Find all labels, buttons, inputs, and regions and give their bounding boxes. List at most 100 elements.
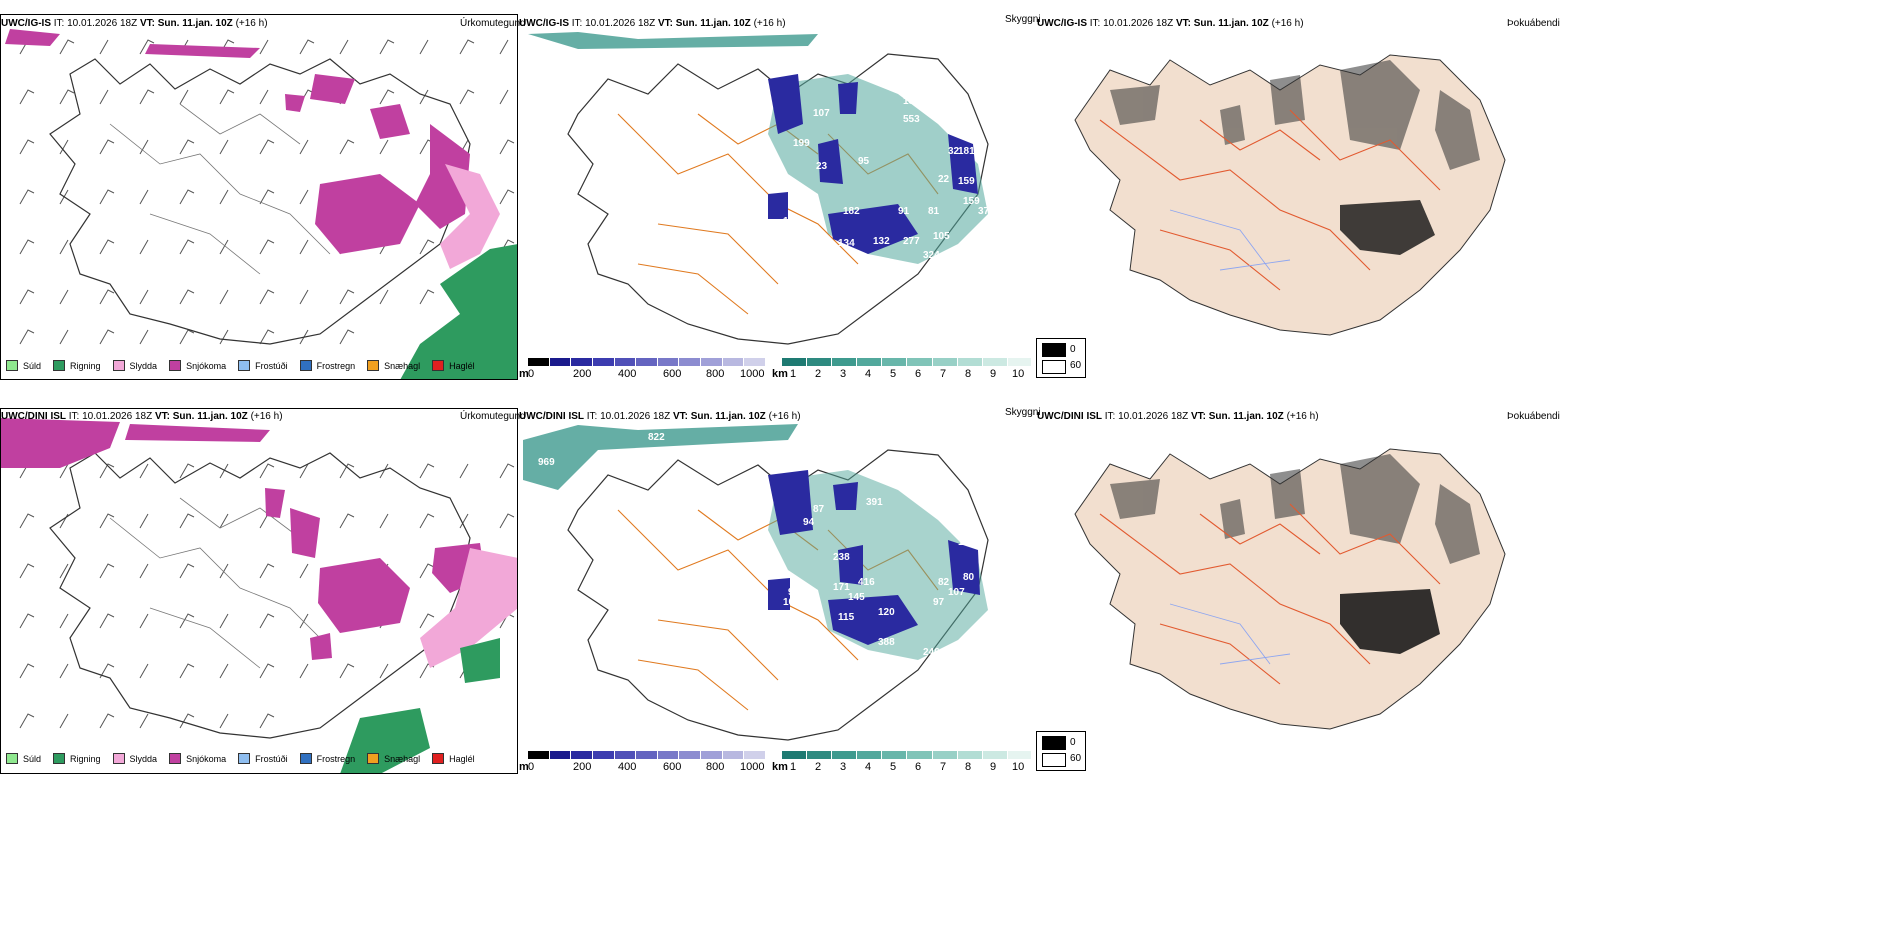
ceiling-value-label: 324 <box>923 250 940 261</box>
header-row1-visibility: UWC/IG-IS IT: 10.01.2026 18Z VT: Sun. 11… <box>519 18 786 29</box>
legend-item: Snjókoma <box>169 753 226 764</box>
ceiling-value-label: 134 <box>838 238 855 249</box>
fog-key-swatch <box>1042 343 1066 357</box>
scale-cell <box>807 358 833 366</box>
legend-item: Snjókoma <box>169 360 226 371</box>
scale-cell <box>571 751 593 759</box>
scale-cell <box>932 751 958 759</box>
legend-swatch <box>432 753 445 764</box>
scale-cell <box>549 358 572 366</box>
fog-key-label: 0 <box>1070 344 1076 355</box>
ceiling-value-label: 145 <box>848 592 865 603</box>
scale-cell <box>614 358 637 366</box>
tick-label: 800 <box>706 368 725 380</box>
tick-label: 600 <box>663 368 682 380</box>
fog-key-label: 60 <box>1070 360 1082 371</box>
legend-swatch <box>112 753 125 764</box>
scale-cell <box>907 751 933 759</box>
scale-cell <box>528 751 550 759</box>
scale-cell <box>744 358 767 366</box>
fog-key-swatch <box>1042 753 1066 767</box>
ceiling-value-label: 94 <box>803 517 815 528</box>
visibility-unit-row2: km <box>772 761 788 773</box>
legend-item: Rigning <box>53 753 101 764</box>
fog-key-swatch <box>1042 736 1066 750</box>
legend-item: Rigning <box>53 360 101 371</box>
ceiling-value-label: 128 <box>958 537 975 548</box>
ceiling-value-label: 120 <box>878 607 895 618</box>
ceiling-value-label: 104 <box>783 597 800 608</box>
precip-panel-row2 <box>0 408 518 774</box>
ceiling-value-label: 246 <box>923 647 940 658</box>
precip-frame-row2 <box>0 408 518 774</box>
scale-cell <box>882 751 908 759</box>
ceiling-value-label: 107 <box>813 108 830 119</box>
scale-cell <box>636 358 658 366</box>
scale-cell <box>679 751 702 759</box>
tick-label: 4 <box>865 368 872 380</box>
ceiling-value-label: 81 <box>928 206 940 217</box>
scale-cell <box>679 358 702 366</box>
tick-label: 1000 <box>740 761 765 773</box>
legend-swatch <box>53 753 66 764</box>
scale-cell <box>807 751 833 759</box>
scale-cell <box>857 751 883 759</box>
legend-item: Frostúði <box>238 753 288 764</box>
tick-label: 10 <box>1012 368 1025 380</box>
tick-label: 600 <box>663 761 682 773</box>
cloud-base-unit-row1: m <box>519 368 529 380</box>
scale-cell <box>882 358 908 366</box>
tick-label: 200 <box>573 368 592 380</box>
scale-cell <box>592 751 615 759</box>
legend-swatch <box>169 360 182 371</box>
scale-cell <box>857 358 883 366</box>
iceland-map-fog-row2 <box>1074 448 1506 730</box>
legend-swatch <box>299 360 312 371</box>
legend-item: Súld <box>6 753 41 764</box>
tick-label: 5 <box>890 761 897 773</box>
ceiling-value-label: 997 <box>538 20 555 31</box>
scale-cell <box>614 751 637 759</box>
legend-item: Haglél <box>432 360 475 371</box>
scale-cell <box>932 358 958 366</box>
scale-cell <box>657 358 680 366</box>
cloud-base-colorbar-row1 <box>528 358 767 366</box>
fog-panel-row1 <box>1040 30 1540 350</box>
ceiling-value-label: 107 <box>948 587 965 598</box>
ceiling-value-label: 13 <box>803 201 815 212</box>
tick-label: 3 <box>840 368 847 380</box>
panel-title-precip-row2: Úrkomutegund <box>460 411 526 422</box>
scale-cell <box>701 751 723 759</box>
precip-legend-row2: Súld Rigning Slydda Snjókoma Frostúði Fr… <box>6 753 487 764</box>
tick-label: 8 <box>965 368 972 380</box>
ceiling-value-label: 121 <box>783 216 800 227</box>
precip-legend-row1: Súld Rigning Slydda Snjókoma Frostúði Fr… <box>6 360 487 371</box>
header-row2-visibility: UWC/DINI ISL IT: 10.01.2026 18Z VT: Sun.… <box>519 411 801 422</box>
scale-cell <box>636 751 658 759</box>
scale-cell <box>744 751 767 759</box>
tick-label: 0 <box>528 368 535 380</box>
ceiling-value-label: 97 <box>933 597 945 608</box>
ceiling-value-label: 32 <box>948 146 960 157</box>
tick-label: 400 <box>618 761 637 773</box>
ceiling-value-label: 182 <box>903 96 920 107</box>
tick-label: 200 <box>573 761 592 773</box>
legend-swatch <box>367 753 380 764</box>
legend-item: Snæhagl <box>367 360 420 371</box>
panel-title-visibility-row2: Skyggni <box>1005 407 1041 418</box>
scale-cell <box>528 358 550 366</box>
visibility-colorbar-row1 <box>782 358 1032 366</box>
tick-label: 9 <box>990 368 997 380</box>
tick-label: 6 <box>915 368 922 380</box>
scale-cell <box>782 358 808 366</box>
iceland-map-fog-row1 <box>1074 54 1506 336</box>
legend-item: Slydda <box>112 360 157 371</box>
tick-label: 400 <box>618 368 637 380</box>
ceiling-value-label: 969 <box>538 457 555 468</box>
ceiling-value-label: 91 <box>898 206 910 217</box>
ceiling-value-label: 232 <box>868 672 885 683</box>
tick-label: 0 <box>528 761 535 773</box>
header-row2-precip: UWC/DINI ISL IT: 10.01.2026 18Z VT: Sun.… <box>1 411 283 422</box>
panel-title-fog-row2: Þokuábendi <box>1507 411 1560 422</box>
